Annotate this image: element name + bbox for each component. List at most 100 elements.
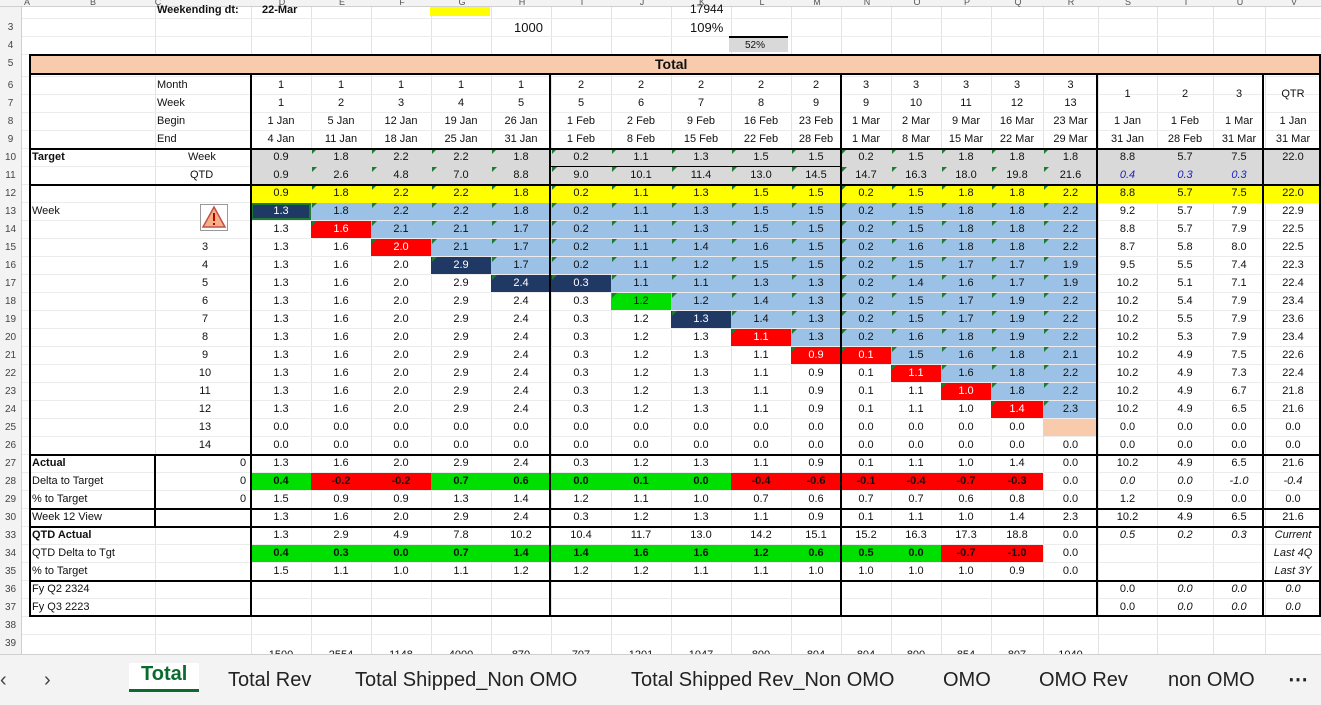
row-number-9[interactable]: 9: [7, 134, 14, 145]
pct-cell: 0.7: [908, 493, 924, 505]
more-tabs-icon[interactable]: ⋯: [1288, 669, 1308, 691]
row-number-24[interactable]: 24: [4, 404, 17, 415]
warning-button[interactable]: [200, 204, 228, 231]
week-summary-cell: 0.0: [1285, 421, 1301, 433]
week-row-cell: 1.8: [333, 205, 349, 217]
qtd-pct-cell: 0.0: [1062, 565, 1079, 577]
comment-marker: [372, 167, 377, 172]
column-letter-G[interactable]: G: [458, 0, 466, 7]
row-number-10[interactable]: 10: [4, 152, 17, 163]
delta-count: 0: [240, 475, 247, 487]
column-letter-L[interactable]: L: [759, 0, 765, 7]
column-letter-O[interactable]: O: [913, 0, 921, 7]
week-row-cell: 1.5: [908, 205, 924, 217]
row-number-22[interactable]: 22: [4, 368, 17, 379]
sheet-tab-omo-rev[interactable]: OMO Rev: [1039, 669, 1128, 691]
row-number-33[interactable]: 33: [4, 530, 17, 541]
row-number-14[interactable]: 14: [4, 224, 17, 235]
row-number-19[interactable]: 19: [4, 314, 17, 325]
column-letter-P[interactable]: P: [963, 0, 970, 7]
column-letter-F[interactable]: F: [399, 0, 405, 7]
row-number-17[interactable]: 17: [4, 278, 17, 289]
sheet-tab-non-omo[interactable]: non OMO: [1168, 669, 1255, 691]
sheet-tab-total-shipped-rev-non-omo[interactable]: Total Shipped Rev_Non OMO: [631, 669, 895, 691]
qtd-delta-fill: [251, 545, 311, 562]
qtd-pct-cell: 1.1: [693, 565, 709, 577]
qtd-delta-cell: 1.4: [573, 547, 589, 559]
sheet-tab-total-shipped-non-omo[interactable]: Total Shipped_Non OMO: [355, 669, 578, 691]
column-letter-R[interactable]: R: [1067, 0, 1075, 7]
row-number-15[interactable]: 15: [4, 242, 17, 253]
row-number-5[interactable]: 5: [7, 58, 14, 69]
column-letter-C[interactable]: C: [154, 0, 162, 7]
comment-marker: [1044, 167, 1049, 172]
row-number-3[interactable]: 3: [7, 22, 14, 33]
row-number-21[interactable]: 21: [4, 350, 17, 361]
row-number-13[interactable]: 13: [4, 206, 17, 217]
column-letter-E[interactable]: E: [338, 0, 345, 7]
week-row-cell: 0.2: [573, 259, 589, 271]
row-number-12[interactable]: 12: [4, 188, 17, 199]
row-number-26[interactable]: 26: [4, 440, 17, 451]
row-number-30[interactable]: 30: [4, 512, 17, 523]
qtd-delta-cell: -0.7: [956, 547, 976, 559]
row-number-25[interactable]: 25: [4, 422, 17, 433]
row-number-39[interactable]: 39: [4, 638, 17, 649]
column-letter-J[interactable]: J: [639, 0, 645, 7]
scroll-left-arrow[interactable]: ‹: [0, 669, 7, 691]
row-number-18[interactable]: 18: [4, 296, 17, 307]
row-number-29[interactable]: 29: [4, 494, 17, 505]
row-number-16[interactable]: 16: [4, 260, 17, 271]
column-letter-A[interactable]: A: [23, 0, 30, 7]
active-cell-outline[interactable]: [251, 203, 311, 220]
row-number-8[interactable]: 8: [7, 116, 14, 127]
yellow-row-cell: 1.8: [333, 187, 349, 199]
row-number-23[interactable]: 23: [4, 386, 17, 397]
row-number-6[interactable]: 6: [7, 80, 14, 91]
qtd-pct-cell: 1.2: [573, 565, 589, 577]
actual-label: Actual: [32, 457, 66, 469]
row-number-36[interactable]: 36: [4, 584, 17, 595]
row-number-7[interactable]: 7: [7, 98, 14, 109]
qtd-pct-cell: 1.0: [908, 565, 924, 577]
column-letter-N[interactable]: N: [863, 0, 871, 7]
week-row-cell: 1.3: [693, 223, 709, 235]
week-row-cell: 1.6: [333, 259, 349, 271]
row-number-34[interactable]: 34: [4, 548, 17, 559]
sheet-tab-omo[interactable]: OMO: [943, 669, 991, 691]
sheet-tab-total-rev[interactable]: Total Rev: [228, 669, 312, 691]
row-number-20[interactable]: 20: [4, 332, 17, 343]
target-summary-week-cell: 7.5: [1231, 151, 1247, 163]
qtd-delta-fill: [551, 545, 611, 562]
qtd-actual-cell: 15.2: [855, 529, 877, 541]
row-number-11[interactable]: 11: [5, 170, 16, 181]
week-row-cell: 1.8: [1009, 205, 1025, 217]
column-letter-B[interactable]: B: [89, 0, 96, 7]
column-letter-M[interactable]: M: [813, 0, 821, 7]
week-row-cell: 1.3: [273, 331, 289, 343]
column-letter-T[interactable]: T: [1183, 0, 1189, 7]
week-row-cell: 1.1: [908, 367, 924, 379]
header-begins-cell: 19 Jan: [444, 115, 478, 127]
column-letter-S[interactable]: S: [1124, 0, 1131, 7]
row-number-4[interactable]: 4: [7, 40, 14, 51]
scroll-right-arrow[interactable]: ›: [44, 669, 51, 691]
row-number-37[interactable]: 37: [4, 602, 17, 613]
column-letter-Q[interactable]: Q: [1014, 0, 1022, 7]
column-letter-K[interactable]: K: [698, 0, 705, 7]
sheet-tab-total[interactable]: Total: [129, 663, 200, 692]
column-letter-V[interactable]: V: [1290, 0, 1297, 7]
week-row-cell: 1.7: [958, 313, 974, 325]
week-row-cell: 1.2: [633, 403, 649, 415]
gridline: [22, 364, 1321, 365]
row-number-27[interactable]: 27: [4, 458, 17, 469]
column-letter-I[interactable]: I: [580, 0, 584, 7]
row-number-35[interactable]: 35: [4, 566, 17, 577]
row-number-38[interactable]: 38: [4, 620, 17, 631]
column-letter-H[interactable]: H: [518, 0, 526, 7]
column-letter-U[interactable]: U: [1236, 0, 1244, 7]
week-row-cell: 2.0: [393, 367, 409, 379]
row-number-28[interactable]: 28: [4, 476, 17, 487]
column-letter-D[interactable]: D: [278, 0, 286, 7]
fy-q2-cell: 0.0: [1231, 583, 1247, 595]
